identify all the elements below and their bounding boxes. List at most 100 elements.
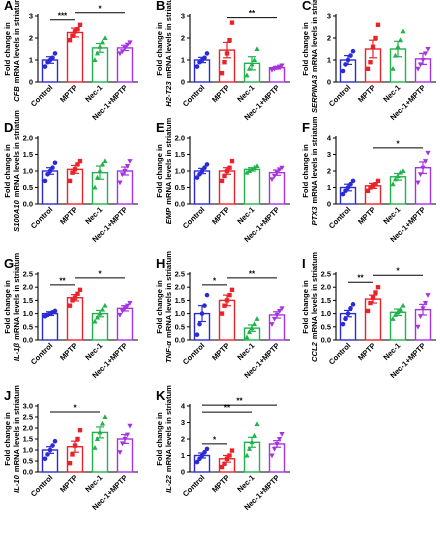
y-tick-label: 2.0 <box>175 134 185 143</box>
data-point <box>122 306 128 312</box>
y-axis-gene-name: CCL2 <box>310 341 319 362</box>
significance-label: ** <box>236 397 243 406</box>
panel-g: G Fold change inIL-1β mRNA levels in stria… <box>3 253 138 380</box>
significance-label: * <box>98 269 102 278</box>
data-point <box>345 185 351 190</box>
y-axis-label-line1: Fold change in <box>3 280 12 334</box>
data-point <box>249 325 255 331</box>
data-point <box>390 181 396 187</box>
data-point <box>269 322 275 327</box>
x-tick-label: Nec-1 <box>381 83 403 105</box>
data-point <box>124 42 131 48</box>
data-point <box>122 45 128 51</box>
data-point <box>249 439 255 445</box>
y-axis-label: Fold change inIL-10 mRNA levels in striat… <box>3 385 21 493</box>
data-point <box>254 46 260 51</box>
data-point <box>194 64 200 69</box>
x-tick-label: Nec-1 <box>235 341 257 363</box>
data-point <box>42 64 48 69</box>
data-point <box>52 308 58 314</box>
significance-label: ** <box>224 404 231 413</box>
y-tick-label: 1.0 <box>23 446 33 455</box>
x-tick-label: Control <box>181 341 206 366</box>
data-point <box>390 316 396 321</box>
y-tick-label: 1.0 <box>175 309 185 318</box>
panel-e: E Fold change inEMP mRNA levels in striatu… <box>155 117 290 244</box>
y-axis-label-line2: mRNA levels in striatum <box>310 252 319 339</box>
x-tick-label: MPTP <box>210 473 231 494</box>
data-point <box>102 158 108 164</box>
x-tick-label: Nec-1 <box>235 473 257 495</box>
data-point <box>368 60 373 65</box>
data-point <box>395 44 401 49</box>
data-point <box>417 314 424 320</box>
panel-b: B Fold change inH2-T23 mRNA levels in stri… <box>155 0 290 122</box>
data-point <box>370 44 376 49</box>
data-point <box>117 312 123 318</box>
y-axis-gene-name: TNF-α <box>164 341 173 363</box>
data-point <box>368 300 373 306</box>
data-point <box>229 448 235 453</box>
y-axis-label: Fold change inH2-T23 mRNA levels in stria… <box>155 0 173 107</box>
data-point <box>244 72 250 78</box>
data-point <box>99 306 106 312</box>
y-axis-label-line1: Fold change in <box>301 22 310 76</box>
data-point <box>72 443 78 448</box>
data-point <box>269 177 275 183</box>
data-point <box>271 173 278 179</box>
y-tick-label: 2.5 <box>175 270 185 279</box>
y-axis-label-line1: Fold change in <box>3 144 12 198</box>
data-point <box>276 308 283 314</box>
data-point <box>102 35 108 40</box>
significance-label: * <box>213 435 217 444</box>
data-point <box>70 452 75 457</box>
y-tick-label: 0 <box>181 78 185 87</box>
y-tick-label: 2 <box>327 167 331 176</box>
y-tick-label: 4 <box>181 402 186 411</box>
data-point <box>197 321 202 327</box>
data-point <box>246 66 253 71</box>
data-point <box>127 159 133 164</box>
y-tick-label: 0.5 <box>23 183 33 192</box>
data-point <box>373 35 378 41</box>
data-point <box>194 459 200 465</box>
data-point <box>373 290 378 295</box>
x-tick-label: Nec-1 <box>83 83 105 105</box>
data-point <box>279 306 285 312</box>
bar-nec-1-mptp <box>268 443 286 473</box>
data-point <box>368 185 373 190</box>
data-point <box>279 165 285 171</box>
data-point <box>77 428 83 433</box>
data-point <box>75 436 80 442</box>
data-point <box>67 303 73 308</box>
data-point <box>269 453 275 459</box>
x-tick-label: Nec-1 <box>235 83 257 105</box>
data-point <box>199 168 205 174</box>
data-point <box>219 71 225 76</box>
data-point <box>254 316 260 321</box>
y-axis-label: Fold change inIL-22 mRNA levels in striat… <box>155 385 173 493</box>
data-point <box>415 180 421 186</box>
y-axis-gene-name: SERPINA3 <box>310 74 319 113</box>
data-point <box>420 58 426 63</box>
data-point <box>348 306 353 311</box>
data-point <box>227 38 232 43</box>
data-point <box>52 160 58 166</box>
y-axis-label-line2: mRNA levels in striatum <box>164 117 173 204</box>
data-point <box>67 38 73 43</box>
data-point <box>202 449 207 455</box>
data-point <box>229 158 235 164</box>
data-point <box>397 306 404 312</box>
y-tick-label: 1.5 <box>23 296 33 305</box>
y-tick-label: 0.0 <box>321 336 331 345</box>
panel-c: C Fold change inSERPINA3 mRNA levels in st… <box>301 0 436 122</box>
panel-letter: A <box>4 0 14 13</box>
data-point <box>425 293 431 298</box>
data-point <box>340 191 346 197</box>
data-point <box>343 188 348 194</box>
y-tick-label: 1 <box>181 56 185 65</box>
data-point <box>99 39 106 45</box>
x-tick-label: MPTP <box>356 83 377 104</box>
y-tick-label: 0.0 <box>23 200 33 209</box>
data-point <box>199 453 205 458</box>
